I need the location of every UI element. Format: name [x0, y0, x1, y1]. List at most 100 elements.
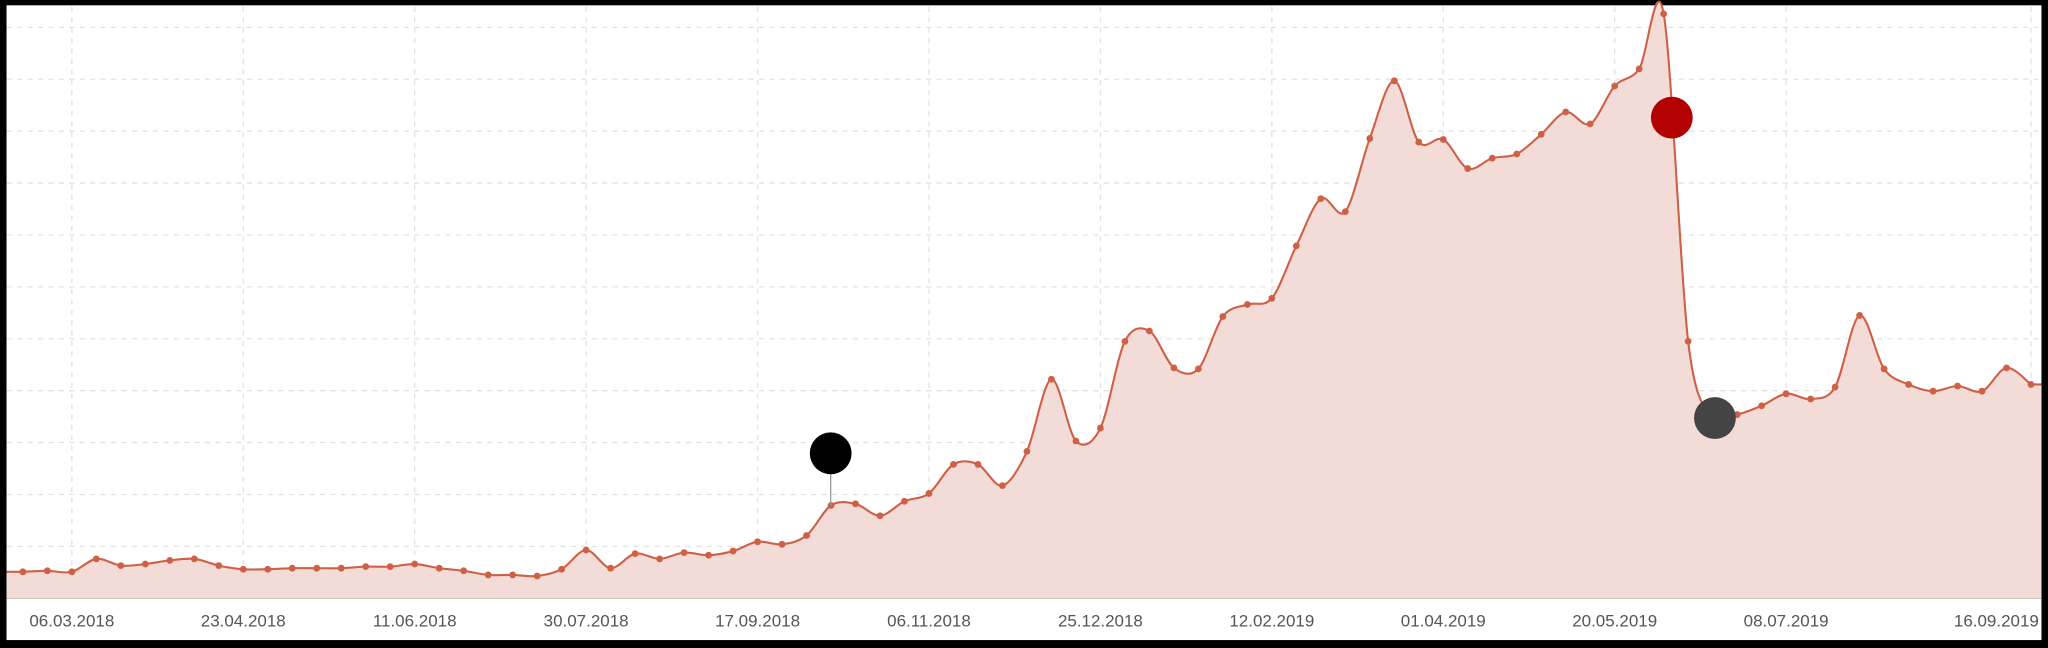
data-point — [1121, 337, 1129, 345]
data-point — [1219, 313, 1227, 320]
data-point — [337, 564, 345, 572]
data-point — [1341, 208, 1349, 216]
x-tick-label: 01.04.2019 — [1401, 611, 1486, 630]
data-point — [1145, 327, 1153, 335]
data-point — [43, 567, 51, 575]
data-point — [1390, 77, 1398, 85]
data-point — [1978, 387, 1986, 395]
data-point — [19, 568, 27, 576]
x-tick-label: 25.12.2018 — [1058, 611, 1143, 630]
data-point — [1170, 364, 1178, 372]
data-point — [1097, 424, 1104, 432]
data-point — [386, 563, 394, 571]
data-point — [1439, 136, 1447, 143]
data-point — [362, 563, 370, 571]
data-point — [1023, 448, 1031, 455]
data-point — [705, 551, 712, 559]
event-marker[interactable] — [1694, 397, 1736, 439]
data-point — [509, 571, 517, 579]
data-point — [1586, 120, 1594, 128]
data-point — [1782, 390, 1790, 398]
data-point — [190, 555, 198, 563]
data-point — [264, 565, 272, 573]
data-point — [1660, 10, 1668, 18]
x-tick-label: 16.09.2019 — [1954, 611, 2039, 630]
data-point — [1537, 130, 1545, 138]
data-point — [876, 512, 884, 520]
data-point — [68, 568, 76, 576]
x-tick-label: 20.05.2019 — [1572, 611, 1657, 630]
data-point — [582, 546, 590, 554]
data-point — [778, 540, 786, 548]
data-point — [1807, 395, 1815, 403]
data-point — [166, 557, 174, 564]
x-tick-label: 17.09.2018 — [715, 611, 800, 630]
data-point — [215, 562, 223, 569]
data-point — [1611, 82, 1619, 90]
x-tick-label: 12.02.2019 — [1229, 611, 1314, 630]
data-point — [1048, 375, 1055, 383]
data-point — [1684, 337, 1692, 345]
data-point — [729, 547, 737, 555]
data-point — [1562, 108, 1570, 116]
data-point — [1268, 294, 1276, 302]
event-marker[interactable] — [1650, 96, 1693, 139]
x-tick-label: 06.11.2018 — [887, 611, 971, 630]
data-point — [607, 564, 615, 572]
data-point — [680, 549, 688, 557]
data-point — [1366, 135, 1374, 142]
data-point — [1758, 402, 1766, 410]
data-point — [484, 571, 492, 579]
x-tick-label: 30.07.2018 — [544, 611, 629, 630]
data-point — [1194, 365, 1202, 373]
x-tick-label: 11.06.2018 — [373, 611, 457, 630]
data-point — [1415, 138, 1423, 146]
data-point — [2027, 381, 2035, 388]
data-point — [999, 482, 1006, 490]
data-point — [1488, 154, 1496, 162]
data-point — [1905, 381, 1912, 388]
data-point — [1513, 150, 1521, 158]
data-point — [1317, 195, 1325, 203]
data-point — [754, 538, 761, 546]
event-markers — [809, 96, 1736, 506]
data-point — [533, 572, 541, 580]
data-point — [974, 460, 982, 468]
area-fill — [6, 1, 2042, 599]
data-point — [803, 532, 810, 539]
data-point — [1243, 301, 1251, 308]
data-point — [1464, 165, 1472, 172]
data-point — [950, 460, 957, 468]
data-point — [141, 560, 149, 568]
data-point — [1072, 437, 1080, 445]
data-point — [239, 565, 247, 573]
data-point — [92, 555, 100, 563]
data-point — [117, 562, 125, 569]
x-tick-label: 08.07.2019 — [1744, 611, 1829, 630]
data-point — [1880, 365, 1888, 373]
data-point — [313, 564, 321, 572]
data-point — [1831, 383, 1839, 391]
x-tick-label: 06.03.2018 — [29, 611, 114, 630]
data-point — [1856, 312, 1863, 319]
data-point — [460, 567, 468, 575]
data-point — [288, 564, 296, 572]
data-point — [411, 560, 419, 568]
data-point — [1954, 382, 1961, 390]
data-point — [656, 555, 663, 563]
data-point — [435, 564, 443, 572]
x-tick-label: 23.04.2018 — [201, 611, 286, 630]
event-marker[interactable] — [809, 432, 852, 475]
data-point — [2003, 364, 2010, 372]
data-point — [925, 490, 933, 497]
data-point — [1292, 242, 1300, 250]
area-layer — [6, 0, 2042, 599]
x-axis: 06.03.2018 23.04.2018 11.06.2018 30.07.2018… — [29, 611, 2038, 630]
data-point — [852, 500, 859, 508]
data-point — [558, 565, 566, 573]
data-point — [1929, 387, 1937, 395]
data-point — [631, 550, 639, 558]
data-point — [901, 497, 908, 505]
